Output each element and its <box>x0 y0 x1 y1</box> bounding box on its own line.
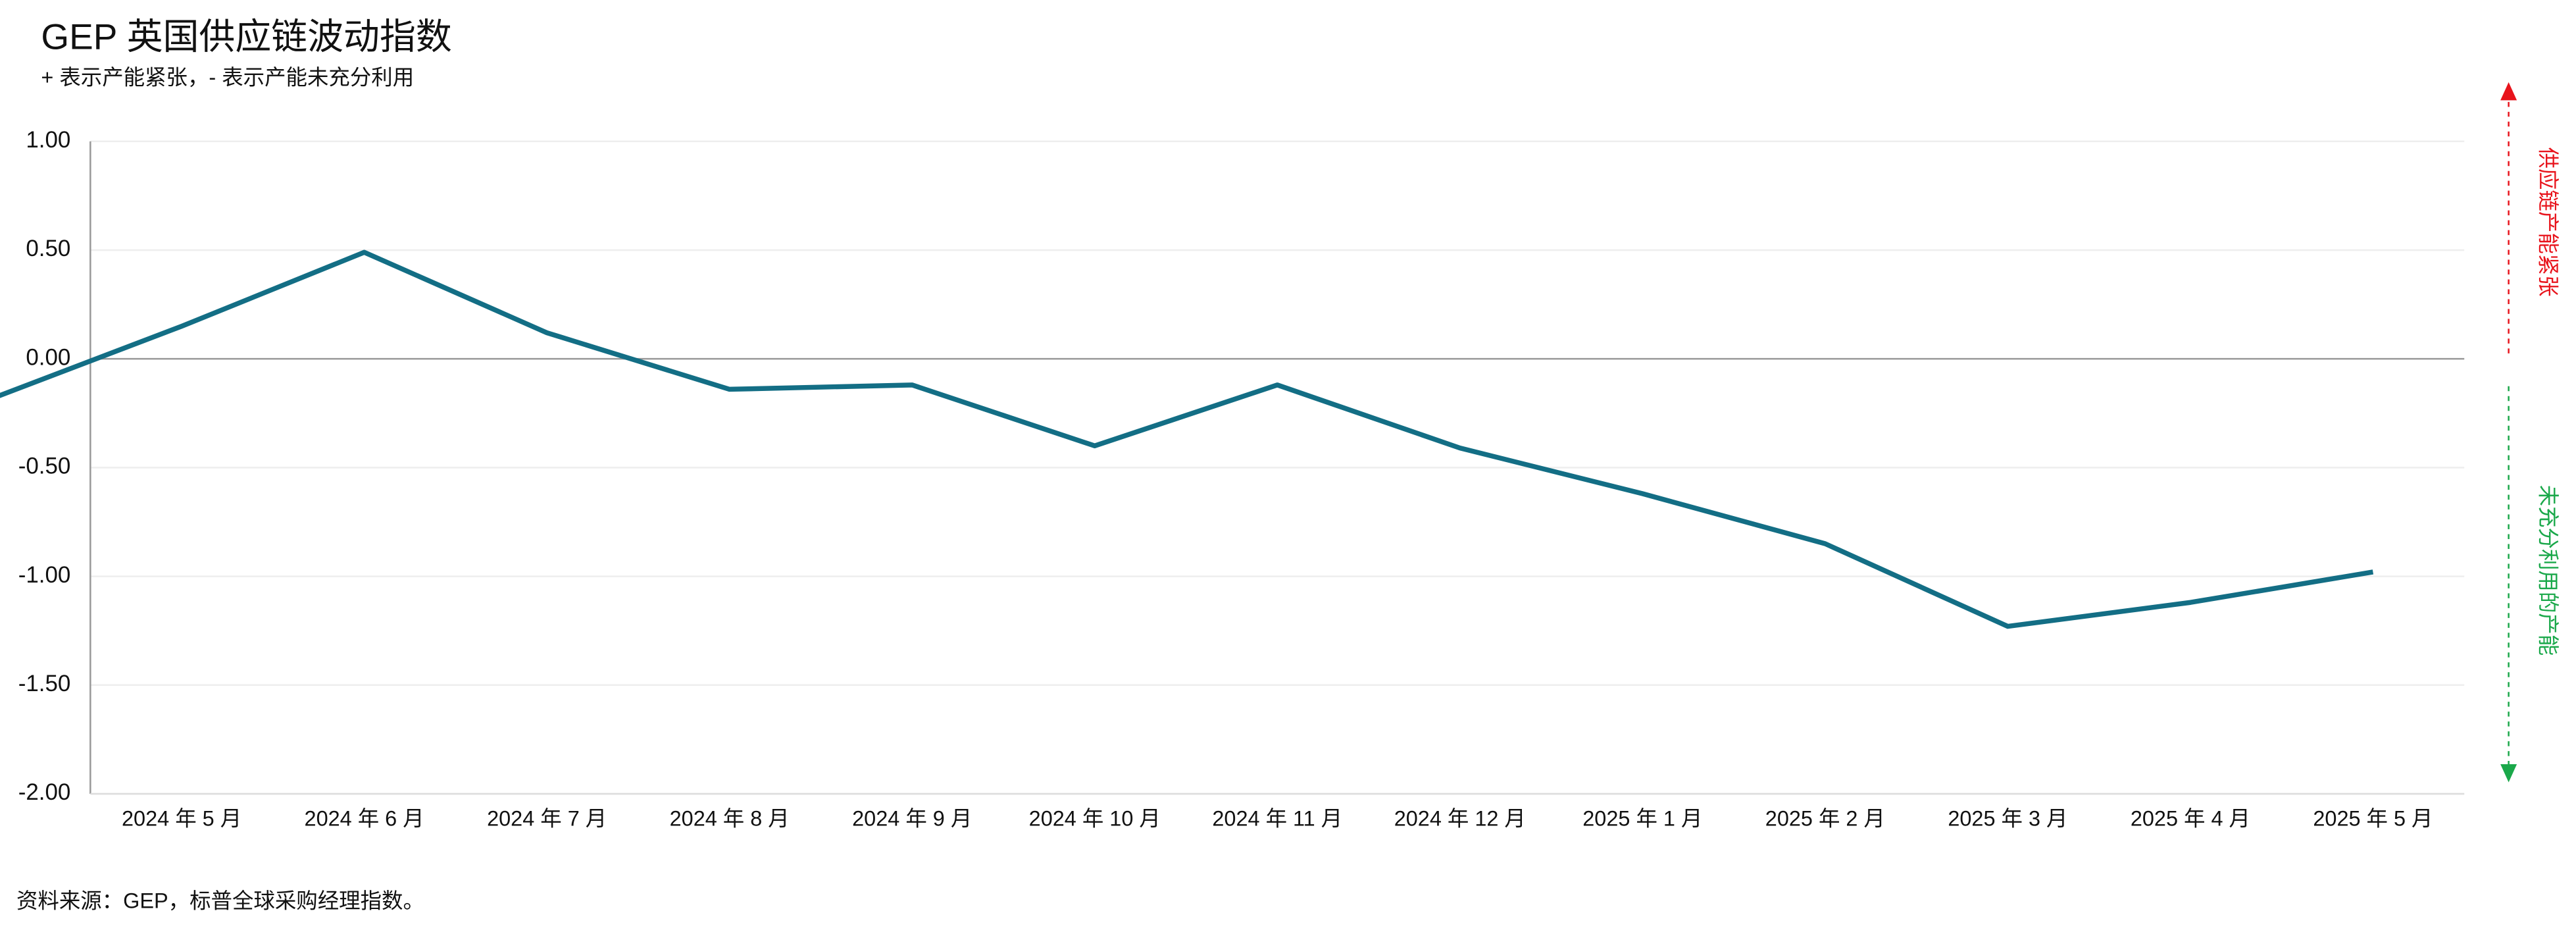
x-tick-label: 2024 年 12 月 <box>1394 807 1526 831</box>
x-tick-label: 2025 年 1 月 <box>1582 807 1702 831</box>
x-tick-label: 2024 年 10 月 <box>1029 807 1161 831</box>
upper-annotation: 供应链产能紧张 <box>2536 147 2560 297</box>
data-line <box>0 249 2374 629</box>
x-tick-label: 2024 年 7 月 <box>487 807 607 831</box>
source-note: 资料来源：GEP，标普全球采购经理指数。 <box>16 889 424 912</box>
chart-title: GEP 英国供应链波动指数 <box>41 16 451 57</box>
lower-arrowhead <box>2500 764 2517 783</box>
x-tick-label: 2025 年 4 月 <box>2131 807 2250 831</box>
y-tick-label: 0.00 <box>26 344 70 370</box>
x-tick-label: 2024 年 6 月 <box>305 807 424 831</box>
x-tick-label: 2024 年 9 月 <box>852 807 972 831</box>
y-tick-label: 1.00 <box>26 127 70 153</box>
upper-arrowhead <box>2500 82 2517 101</box>
lower-annotation: 未充分利用的产能 <box>2536 485 2560 656</box>
chart-subtitle: + 表示产能紧张，- 表示产能未充分利用 <box>41 65 414 89</box>
y-tick-label: -0.50 <box>18 454 71 479</box>
y-tick-label: 0.50 <box>26 236 70 261</box>
x-tick-label: 2025 年 3 月 <box>1948 807 2067 831</box>
x-tick-label: 2024 年 11 月 <box>1212 807 1342 831</box>
x-tick-label: 2024 年 8 月 <box>670 807 790 831</box>
x-tick-label: 2025 年 2 月 <box>1765 807 1885 831</box>
y-tick-label: -1.50 <box>18 671 71 696</box>
y-tick-label: -1.00 <box>18 562 71 588</box>
x-tick-label: 2024 年 5 月 <box>122 807 241 831</box>
y-tick-label: -2.00 <box>18 779 71 805</box>
x-tick-label: 2025 年 5 月 <box>2313 807 2433 831</box>
